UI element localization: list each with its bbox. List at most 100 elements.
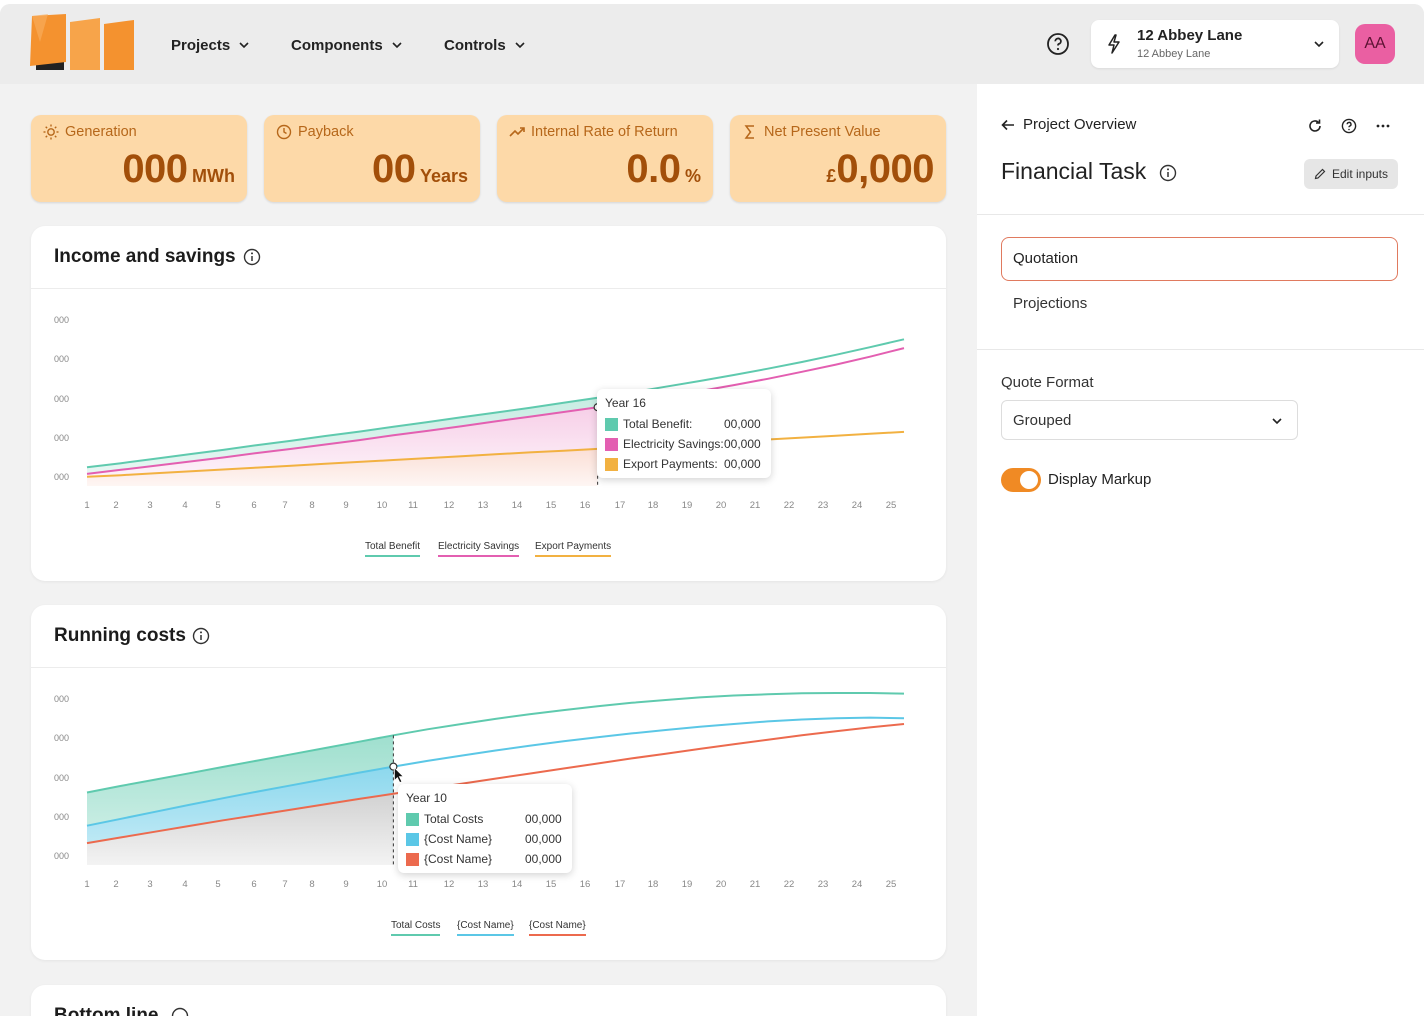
x-tick-label: 3 (147, 500, 152, 511)
x-tick-label: 4 (182, 500, 187, 511)
legend-item[interactable]: Export Payments (535, 541, 612, 557)
tooltip-label: {Cost Name} (424, 832, 493, 846)
x-tick-label: 25 (886, 500, 897, 511)
kpi-value: 0.0 (626, 147, 681, 191)
info-icon[interactable] (192, 627, 210, 645)
x-tick-label: 7 (282, 879, 287, 890)
series-line (86, 347, 905, 475)
chevron-down-icon (515, 42, 525, 49)
series-line (86, 716, 905, 827)
legend-item[interactable]: {Cost Name} (457, 920, 514, 936)
x-tick-label: 1 (84, 500, 89, 511)
x-tick-label: 14 (512, 500, 523, 511)
series-line (86, 338, 905, 469)
divider (977, 349, 1424, 350)
x-tick-label: 17 (615, 879, 626, 890)
nav-components[interactable]: Components (291, 33, 403, 57)
option-projections[interactable]: Projections (1013, 295, 1088, 312)
kpi-currency: £ (826, 166, 837, 186)
help-icon[interactable] (1046, 32, 1070, 56)
option-quotation[interactable]: Quotation (1001, 237, 1398, 281)
project-name: 12 Abbey Lane (1137, 27, 1243, 44)
card-title: Bottom line (54, 1005, 159, 1016)
help-icon[interactable] (1341, 118, 1357, 134)
tooltip-value: 00,000 (724, 437, 761, 451)
x-tick-label: 12 (444, 500, 455, 511)
kpi-npv: Net Present Value £0,000 (730, 115, 946, 202)
sigma-icon (744, 125, 754, 139)
nav-projects-label: Projects (171, 36, 231, 54)
more-options-icon[interactable] (1375, 118, 1391, 134)
kpi-payback: Payback 00 Years (264, 115, 480, 202)
y-tick-label: 000 (54, 315, 69, 325)
x-tick-label: 2 (113, 500, 118, 511)
chart-tooltip: Year 10 Total Costs {Cost Name} {Cost Na… (398, 784, 572, 873)
x-tick-label: 7 (282, 500, 287, 511)
x-tick-label: 22 (784, 500, 795, 511)
x-tick-label: 13 (478, 500, 489, 511)
kpi-irr: Internal Rate of Return 0.0 % (497, 115, 713, 202)
back-label: Project Overview (1023, 116, 1137, 133)
user-avatar[interactable]: AA (1355, 24, 1395, 64)
nav-controls[interactable]: Controls (444, 33, 526, 57)
income-savings-card: Income and savings 000 000 000 000 000 1 2 3 4 5 6… (31, 226, 946, 581)
tooltip-label: Export Payments: (623, 457, 718, 471)
nav-projects[interactable]: Projects (171, 33, 250, 57)
card-header: Running costs (31, 605, 946, 668)
info-icon[interactable] (1159, 164, 1177, 182)
sun-icon (43, 124, 59, 140)
x-tick-label: 24 (852, 879, 863, 890)
y-tick-label: 000 (54, 773, 69, 783)
nav-components-label: Components (291, 36, 383, 54)
legend-item[interactable]: {Cost Name} (529, 920, 586, 936)
x-tick-label: 10 (377, 879, 388, 890)
x-tick-label: 14 (512, 879, 523, 890)
panel-title: Financial Task (1001, 158, 1147, 184)
x-tick-label: 21 (750, 879, 761, 890)
x-tick-label: 25 (886, 879, 897, 890)
y-tick-label: 000 (54, 394, 69, 404)
x-tick-label: 10 (377, 500, 388, 511)
tooltip-value: 00,000 (525, 852, 562, 866)
legend-item[interactable]: Total Costs (391, 920, 441, 936)
project-selector[interactable]: 12 Abbey Lane 12 Abbey Lane (1091, 20, 1339, 68)
tooltip-title: Year 16 (605, 396, 646, 410)
card-title: Income and savings (54, 246, 236, 267)
tooltip-label: {Cost Name} (424, 852, 493, 866)
project-address: 12 Abbey Lane (1137, 48, 1211, 60)
legend-item[interactable]: Electricity Savings (438, 541, 520, 557)
x-tick-label: 6 (251, 500, 256, 511)
display-markup-label: Display Markup (1048, 471, 1152, 488)
cursor-icon (393, 766, 405, 784)
swatch (406, 812, 419, 826)
kpi-label: Net Present Value (764, 124, 881, 140)
display-markup-toggle[interactable] (1001, 468, 1041, 492)
kpi-label: Payback (298, 124, 354, 140)
right-panel: Project Overview Financial Task Edit inp… (977, 84, 1424, 1016)
legend-item[interactable]: Total Benefit (365, 541, 421, 557)
x-tick-label: 4 (182, 879, 187, 890)
edit-inputs-button[interactable]: Edit inputs (1304, 159, 1398, 189)
info-icon[interactable] (171, 1007, 189, 1016)
series-area (87, 735, 394, 826)
x-tick-label: 18 (648, 500, 659, 511)
quote-format-select[interactable]: Grouped (1001, 400, 1298, 440)
x-tick-label: 11 (408, 500, 418, 511)
y-tick-label: 000 (54, 472, 69, 482)
brand-logo[interactable] (28, 12, 138, 72)
x-tick-label: 13 (478, 879, 489, 890)
swatch (406, 852, 419, 866)
refresh-icon[interactable] (1307, 118, 1323, 134)
back-to-overview[interactable]: Project Overview (1001, 116, 1136, 133)
x-tick-label: 1 (84, 879, 89, 890)
nav-controls-label: Controls (444, 36, 506, 54)
tooltip-row: Electricity Savings: (605, 437, 724, 451)
tooltip-label: Electricity Savings: (623, 437, 724, 451)
tooltip-title: Year 10 (406, 791, 447, 805)
tooltip-row: Total Benefit: (605, 417, 692, 431)
clock-icon (276, 124, 292, 140)
chevron-down-icon (1314, 41, 1324, 48)
info-icon[interactable] (243, 248, 261, 266)
